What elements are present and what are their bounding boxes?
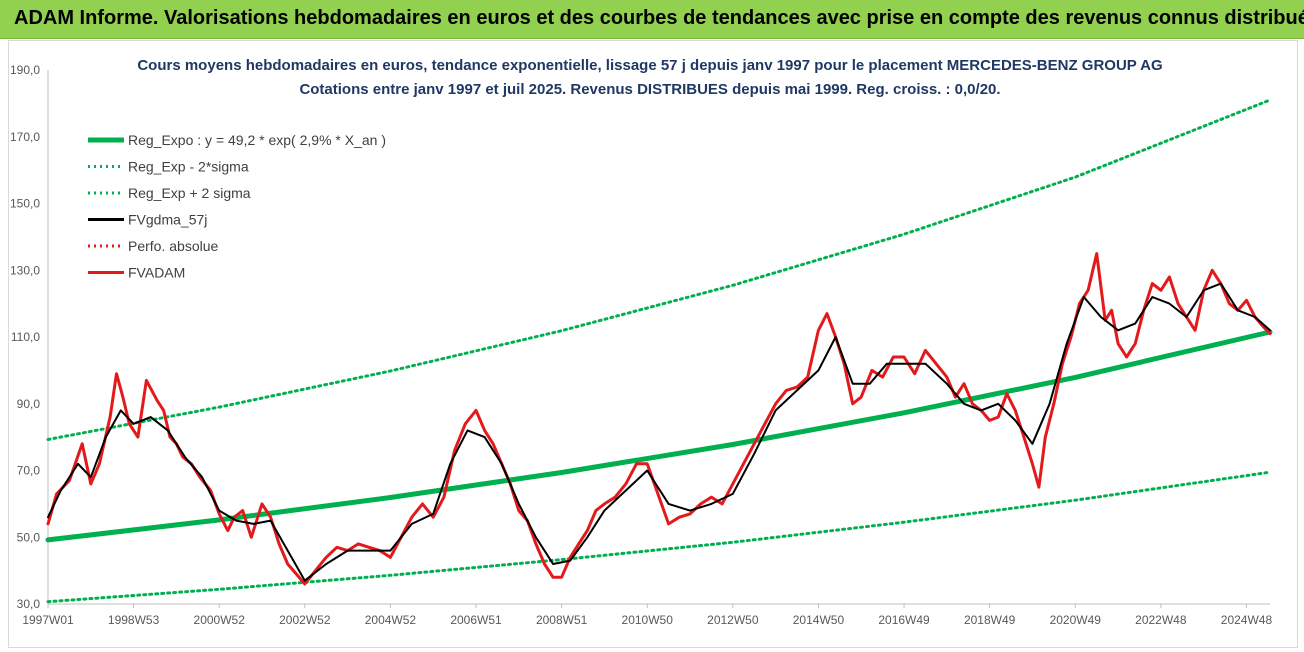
chart-title: Cours moyens hebdomadaires en euros, ten…	[137, 57, 1162, 74]
x-tick-label: 2020W49	[1050, 613, 1102, 627]
legend-label: FVgdma_57j	[128, 212, 207, 228]
chart-frame	[8, 40, 1298, 648]
x-tick-label: 2022W48	[1135, 613, 1187, 627]
legend-label: Reg_Exp - 2*sigma	[128, 159, 249, 175]
x-tick-label: 2000W52	[194, 613, 246, 627]
title-banner: ADAM Informe. Valorisations hebdomadaire…	[0, 0, 1304, 39]
y-tick-label: 90,0	[17, 397, 41, 411]
y-tick-label: 50,0	[17, 530, 41, 544]
series-reg-expo-line	[45, 329, 1273, 543]
x-tick-label: 2006W51	[450, 613, 502, 627]
x-tick-label: 2014W50	[793, 613, 845, 627]
banner-title: ADAM Informe. Valorisations hebdomadaire…	[14, 7, 1304, 29]
y-tick-label: 190,0	[10, 63, 40, 77]
y-tick-label: 150,0	[10, 197, 40, 211]
x-tick-label: 1998W53	[108, 613, 160, 627]
series-fvgdma-57j-line	[47, 282, 1271, 582]
x-tick-label: 2008W51	[536, 613, 588, 627]
legend-label: Perfo. absolue	[128, 238, 218, 254]
x-tick-label: 1997W01	[22, 613, 74, 627]
legend-label: Reg_Exp + 2 sigma	[128, 185, 251, 201]
series-fvadam-line	[46, 252, 1272, 586]
legend-label: Reg_Expo : y = 49,2 * exp( 2,9% * X_an )	[128, 132, 386, 148]
y-tick-label: 70,0	[17, 464, 41, 478]
x-tick-label: 2012W50	[707, 613, 759, 627]
series-reg-exp-plus-2sigma-line	[46, 98, 1272, 441]
x-tick-label: 2016W49	[878, 613, 930, 627]
x-tick-label: 2010W50	[622, 613, 674, 627]
x-tick-label: 2002W52	[279, 613, 331, 627]
y-tick-label: 170,0	[10, 130, 40, 144]
series-reg-exp-minus-2sigma-line	[46, 470, 1272, 604]
y-tick-label: 30,0	[17, 597, 41, 611]
y-tick-label: 130,0	[10, 263, 40, 277]
chart-subtitle: Cotations entre janv 1997 et juil 2025. …	[299, 81, 1000, 98]
x-tick-label: 2024W48	[1221, 613, 1273, 627]
x-tick-label: 2004W52	[365, 613, 417, 627]
y-tick-label: 110,0	[11, 330, 40, 344]
x-tick-label: 2018W49	[964, 613, 1016, 627]
legend-label: FVADAM	[128, 265, 185, 281]
